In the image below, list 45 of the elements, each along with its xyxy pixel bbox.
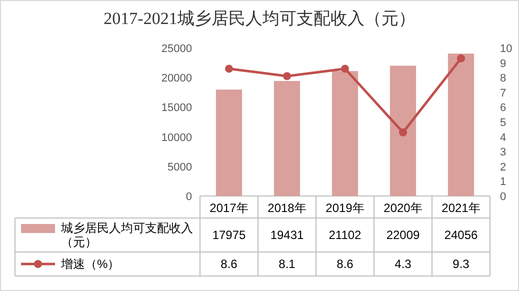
legend-label: 增速（%） [60,257,120,271]
point [225,64,233,73]
bar [448,54,474,196]
y-tick-label: 10000 [161,132,192,144]
y2-tick-label: 1 [500,176,506,188]
chart-title: 2017-2021城乡居民人均可支配收入（元） [104,9,416,28]
y2-tick-label: 2 [500,161,506,174]
y2-tick-label: 5 [500,117,506,129]
data-label: 17975 [212,228,246,242]
bar [216,90,242,196]
y2-tick-label: 3 [500,146,506,159]
data-label: 21102 [328,228,362,242]
data-label: 4.3 [394,257,412,271]
x-tick-label: 2021年 [442,201,480,215]
y-tick-label: 15000 [161,102,192,114]
bar [274,80,300,196]
y2-tick-label: 7 [500,87,506,100]
y2-tick-label: 6 [500,102,506,114]
data-label: 19431 [270,228,304,242]
data-label: 8.6 [336,257,354,271]
x-tick-label: 2019年 [326,201,364,215]
x-tick-label: 2017年 [210,201,248,215]
bar [332,71,358,196]
data-label: 8.6 [220,257,238,271]
y-tick-label: 5000 [168,161,192,174]
point [283,72,291,80]
y2-tick-label: 4 [500,132,506,144]
point [399,128,407,136]
data-label: 22009 [386,228,420,242]
point [457,54,465,62]
point [341,64,349,73]
legend-label: 城乡居民人均可支配收入（元） [60,221,193,249]
data-label: 24056 [444,228,478,242]
y-tick-label: 25000 [161,43,192,55]
y2-tick-label: 9 [500,58,506,70]
data-label: 8.1 [278,257,296,271]
x-tick-label: 2018年 [268,201,306,215]
y-tick-label: 20000 [161,72,192,85]
bar [390,66,416,196]
x-tick-label: 2020年 [384,201,422,215]
y-tick-label: 0 [186,191,192,203]
y2-tick-label: 10 [500,43,512,55]
data-label: 9.3 [452,257,470,271]
y2-tick-label: 8 [500,72,506,85]
y2-tick-label: 0 [500,191,506,203]
